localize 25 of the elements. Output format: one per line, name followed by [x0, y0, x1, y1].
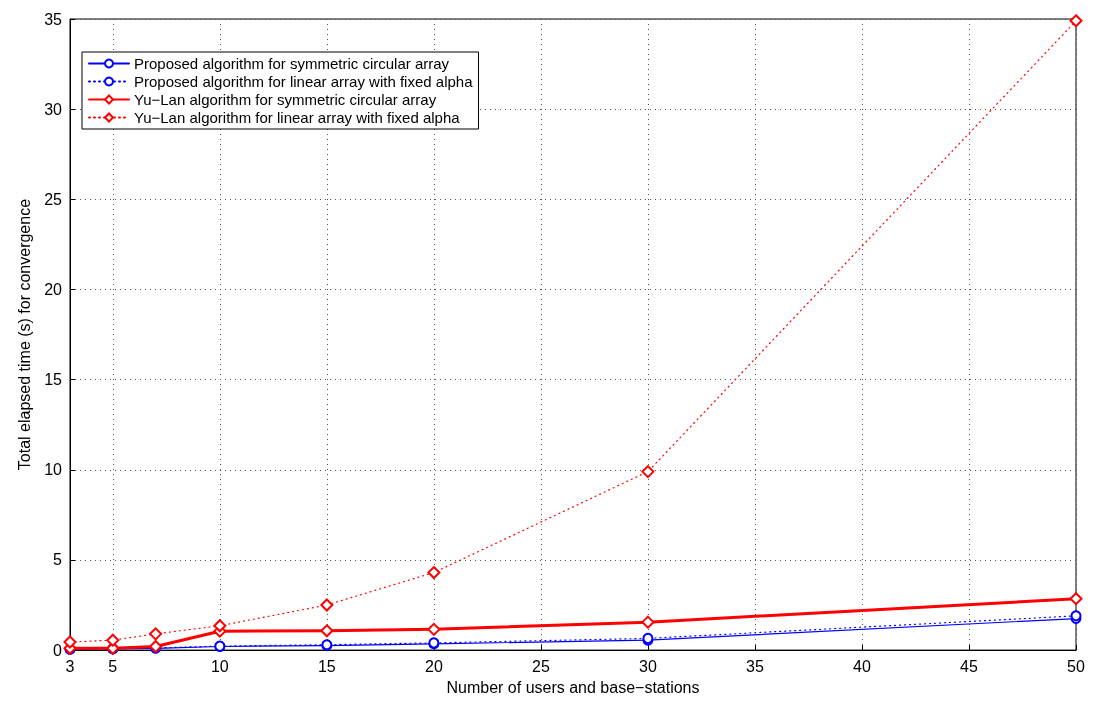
legend-label: Proposed algorithm for symmetric circular array	[134, 55, 450, 72]
y-tick-label: 5	[53, 551, 63, 569]
x-tick-label: 10	[210, 657, 229, 675]
x-tick-label: 35	[746, 657, 764, 675]
x-axis-title: Number of users and base−stations	[446, 678, 700, 696]
x-tick-label: 45	[960, 657, 978, 675]
y-axis-title: Total elapsed time (s) for convergence	[15, 198, 33, 471]
x-tick-label: 25	[532, 657, 550, 675]
legend-label: Proposed algorithm for linear array with fixed alpha	[134, 73, 474, 90]
x-tick-label: 5	[108, 657, 118, 675]
y-tick-label: 10	[44, 461, 63, 479]
x-tick-label: 3	[65, 657, 75, 675]
y-tick-label: 15	[44, 371, 63, 389]
x-tick-label: 50	[1067, 657, 1085, 675]
x-tick-label: 20	[424, 657, 443, 675]
x-tick-label: 15	[317, 657, 336, 675]
y-tick-label: 0	[53, 641, 63, 659]
y-tick-label: 30	[44, 100, 63, 118]
x-tick-label: 40	[853, 657, 871, 675]
x-tick-label: 30	[639, 657, 657, 675]
legend-label: Yu−Lan algorithm for symmetric circular array	[134, 91, 437, 108]
y-tick-label: 25	[44, 190, 63, 208]
y-tick-label: 35	[44, 10, 63, 28]
y-tick-label: 20	[44, 280, 63, 298]
legend-label: Yu−Lan algorithm for linear array with fixed alpha	[134, 109, 461, 126]
